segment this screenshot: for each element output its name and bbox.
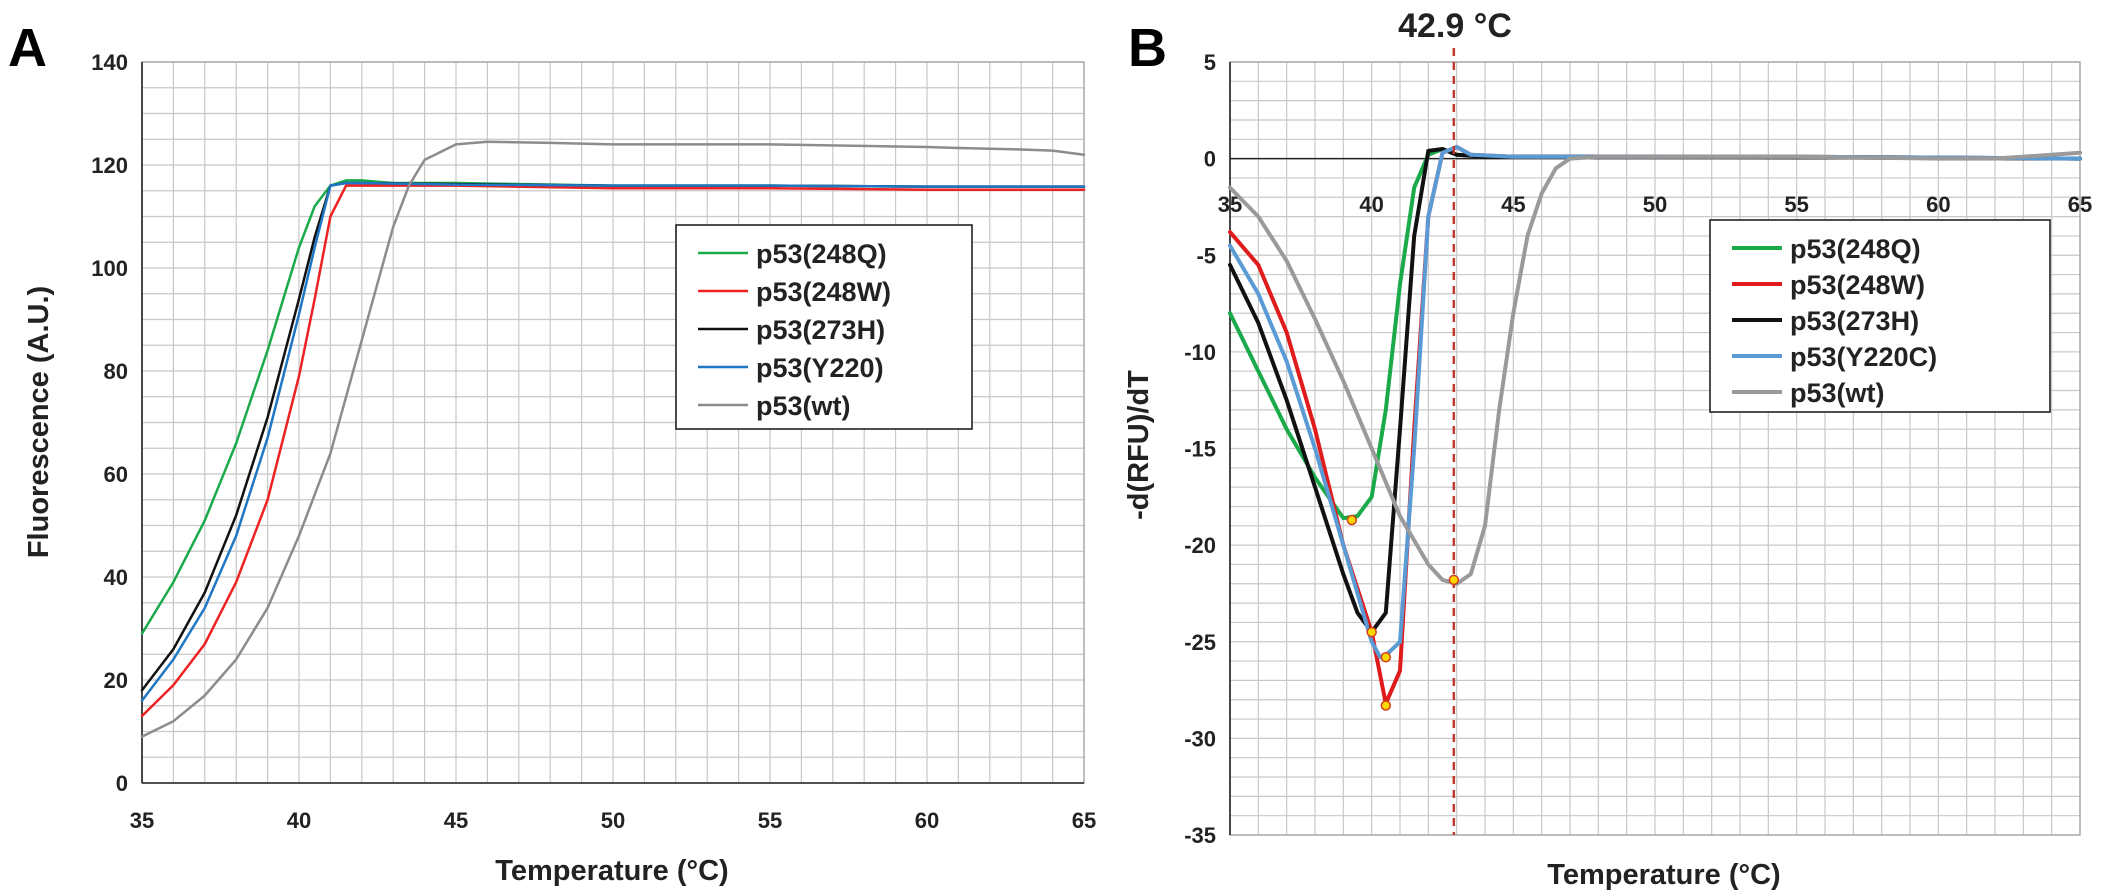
panel-a-y-tick-label: 140 bbox=[91, 50, 128, 75]
panel-b-label: B bbox=[1128, 18, 1167, 78]
panel-b-series-p53-wt bbox=[1228, 150, 2082, 586]
panel-a-series-p53-248w bbox=[140, 184, 1086, 718]
panel-b-y-tick-label: 0 bbox=[1204, 147, 1216, 172]
panel-b-minimum-marker bbox=[1346, 514, 1358, 526]
panel-b-x-tick-label: 60 bbox=[1926, 192, 1950, 217]
panel-b-x-axis-title: Temperature (°C) bbox=[1547, 859, 1780, 891]
panel-a-series-p53-wt bbox=[140, 140, 1086, 738]
panel-b-legend-entry: p53(248Q) bbox=[1790, 234, 1921, 264]
panel-b-legend: p53(248Q) p53(248W) p53(273H) p53(Y220C) p53… bbox=[1709, 219, 2051, 413]
panel-a-legend-entry: p53(273H) bbox=[756, 315, 885, 345]
panel-a-x-tick-label: 35 bbox=[130, 808, 154, 833]
panel-a-y-tick-label: 80 bbox=[104, 359, 128, 384]
panel-b-minimum-marker bbox=[1380, 700, 1392, 711]
melting-temp-annotation: 42.9 °C bbox=[1398, 7, 1512, 45]
panel-a-label: A bbox=[8, 18, 47, 78]
panel-a-x-tick-label: 60 bbox=[915, 808, 939, 833]
panel-b-x-tick-label: 45 bbox=[1501, 192, 1525, 217]
panel-b-y-tick-label: -30 bbox=[1184, 726, 1216, 751]
panel-b-minimum-marker bbox=[1448, 574, 1460, 586]
panel-b-y-tick-label: -20 bbox=[1184, 533, 1216, 558]
panel-b-series-p53-y220c bbox=[1228, 145, 2082, 660]
panel-b-y-axis-title: -d(RFU)/dT bbox=[1123, 370, 1155, 520]
panel-b-legend-entry: p53(wt) bbox=[1790, 378, 1885, 408]
panel-a-chart: 35 40 45 50 55 60 65 0 20 40 60 80 100 120 140 Temperat… bbox=[23, 50, 1096, 887]
panel-b-y-tick-label: -10 bbox=[1184, 340, 1216, 365]
panel-b-chart: 35 40 45 50 55 60 65-35-30-25-20-15-10-505Temp… bbox=[1123, 48, 2092, 891]
panel-a-legend: p53(248Q) p53(248W) p53(273H) p53(Y220) p53(… bbox=[675, 224, 973, 430]
panel-b-x-tick-label: 65 bbox=[2068, 192, 2092, 217]
panel-a-x-tick-label: 65 bbox=[1072, 808, 1096, 833]
panel-a-legend-box bbox=[675, 224, 973, 430]
panel-a-y-tick-label: 60 bbox=[104, 462, 128, 487]
panel-b-minimum-marker bbox=[1366, 626, 1377, 638]
panel-a-legend-entry: p53(Y220) bbox=[756, 353, 884, 383]
panel-a-y-tick-label: 20 bbox=[104, 668, 128, 693]
panel-b-y-tick-label: 5 bbox=[1204, 50, 1216, 75]
panel-a-y-tick-label: 40 bbox=[104, 565, 128, 590]
panel-b-x-tick-label: 50 bbox=[1643, 192, 1667, 217]
panel-b-y-tick-label: -25 bbox=[1184, 630, 1216, 655]
panel-a-legend-entry: p53(248W) bbox=[756, 277, 891, 307]
panel-b-gridlines bbox=[1229, 61, 2081, 836]
panel-a-x-tick-label: 50 bbox=[601, 808, 625, 833]
panel-a-y-tick-label: 120 bbox=[91, 153, 128, 178]
panel-b-minimum-marker bbox=[1380, 651, 1392, 663]
panel-a-legend-entry: p53(248Q) bbox=[756, 239, 887, 269]
panel-b-x-tick-label: 55 bbox=[1784, 192, 1808, 217]
panel-b-x-tick-label: 40 bbox=[1359, 192, 1383, 217]
panel-b-y-tick-label: -15 bbox=[1184, 437, 1216, 462]
panel-b-legend-entry: p53(248W) bbox=[1790, 270, 1925, 300]
panel-a-legend-entry: p53(wt) bbox=[756, 391, 851, 421]
panel-a-x-axis-title: Temperature (°C) bbox=[495, 855, 728, 887]
panel-a-y-tick-label: 100 bbox=[91, 256, 128, 281]
panel-b-y-tick-label: -35 bbox=[1184, 823, 1216, 848]
panel-b-legend-entry: p53(Y220C) bbox=[1790, 342, 1937, 372]
panel-a-x-tick-label: 40 bbox=[287, 808, 311, 833]
panel-a-x-tick-label: 55 bbox=[758, 808, 782, 833]
panel-a-y-axis-title: Fluorescence (A.U.) bbox=[23, 286, 55, 558]
panel-a-series-p53-y220 bbox=[140, 181, 1086, 702]
panel-b-legend-entry: p53(273H) bbox=[1790, 306, 1919, 336]
panel-b-legend-box bbox=[1709, 219, 2051, 413]
panel-a-y-tick-label: 0 bbox=[116, 771, 128, 796]
panel-b-y-tick-label: -5 bbox=[1196, 243, 1216, 268]
panel-a-x-tick-label: 45 bbox=[444, 808, 468, 833]
